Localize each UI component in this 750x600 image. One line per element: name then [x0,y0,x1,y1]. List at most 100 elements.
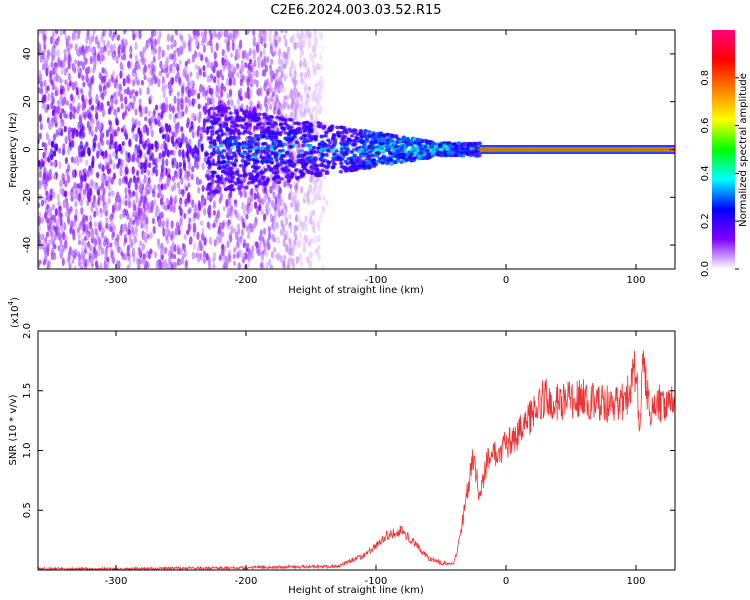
spectrogram-cell [229,161,235,166]
spectrogram-cell [201,197,205,207]
spectrogram-cell [263,83,267,92]
spectrogram-y-tick-label: 20 [22,95,33,108]
spectrogram-cell [158,30,162,39]
spectrogram-cell [237,142,242,146]
spectrogram-cell [213,60,217,69]
spectrogram-cell [219,125,224,129]
spectrogram-cell [54,62,59,70]
spectrogram-cell [226,240,230,248]
spectrogram-cell [148,118,152,125]
spectrogram-cell [166,134,171,143]
spectrogram-cell [92,30,96,36]
spectrogram-cell [67,126,72,135]
spectrogram-cell [268,136,274,141]
snr-y-ticks: 0.51.01.52.0 [22,323,675,518]
spectrogram-cell [172,149,176,157]
spectrogram-cell [217,104,222,109]
spectrogram-cell [265,88,270,97]
spectrogram-cell [191,165,195,173]
spectrogram-cell [221,74,225,81]
colorbar-gradient [712,30,735,269]
spectrogram-cell [393,144,399,149]
spectrogram-cell [42,57,46,64]
spectrogram-cell [163,183,167,190]
spectrogram-cell [137,246,141,253]
spectrogram-cell [256,56,261,63]
spectrogram-cell [111,204,116,214]
spectrogram-cell [46,221,51,231]
spectrogram-cell [288,145,293,149]
spectrogram-cell [193,161,197,169]
spectrogram-cell [184,96,188,104]
spectrogram-cell [106,260,110,267]
spectrogram-cell [318,215,323,224]
spectrogram-cell [72,113,76,120]
spectrogram-cell [88,105,92,114]
spectrogram-cell [78,260,82,266]
spectrogram-cell [260,146,265,150]
spectrogram-cell [236,223,241,231]
carrier-dot [653,148,660,151]
spectrogram-cell [217,225,221,235]
spectrogram-cell [47,260,51,269]
spectrogram-cell [109,123,113,131]
spectrogram-cell [312,162,317,166]
spectrogram-cell [125,255,129,262]
spectrogram-cell [153,251,158,259]
spectrogram-cell [132,33,136,41]
spectrogram-cell [51,94,55,104]
spectrogram-cell [259,126,265,130]
spectrogram-cell [131,219,136,226]
spectrogram-cell [79,116,83,124]
spectrogram-cell [79,60,83,67]
spectrogram-cell [263,213,267,221]
spectrogram-cell [251,245,255,253]
spectrogram-cell [127,197,131,205]
spectrogram-cell [120,93,124,103]
spectrogram-cell [116,126,121,132]
spectrogram-cell [85,233,90,241]
spectrogram-x-tick-label: 100 [626,275,645,286]
spectrogram-cell [266,56,270,64]
spectrogram-cell [91,118,95,125]
spectrogram-cell [230,175,236,180]
spectrogram-cell [293,90,297,99]
spectrogram-cell [264,180,269,184]
spectrogram-cell [38,87,41,94]
spectrogram-cell [236,136,241,140]
spectrogram-cell [80,145,84,152]
spectrogram-cell [180,35,184,43]
spectrogram-cell [226,207,230,214]
spectrogram-cell [224,177,230,182]
spectrogram-cell [87,66,91,75]
spectrogram-cell [307,143,313,148]
spectrogram-cell [269,147,275,152]
spectrogram-cell [58,147,62,154]
spectrogram-cell [197,138,201,148]
spectrogram-cell [179,45,183,54]
spectrogram-cell [57,56,61,65]
spectrogram-cell [49,161,54,167]
spectrogram-cell [212,262,216,269]
spectrogram-cell [209,189,214,194]
spectrogram-cell [425,148,430,153]
spectrogram-cell [41,97,45,104]
spectrogram-cell [440,153,445,157]
spectrogram-cell [240,228,245,237]
spectrogram-cell [324,169,329,174]
spectrogram-cell [161,133,166,140]
spectrogram-cell [267,97,271,105]
spectrogram-cell [367,144,372,149]
spectrogram-cell [250,223,254,229]
spectrogram-cell [194,64,198,70]
spectrogram-cell [217,95,222,102]
spectrogram-cell [143,153,147,160]
spectrogram-cell [356,163,362,168]
spectrogram-cell [293,230,297,237]
spectrogram-cell [306,131,312,136]
spectrogram-cell [55,113,59,121]
spectrogram-cell [305,156,310,160]
spectrogram-cell [253,201,258,209]
spectrogram-cell [324,153,329,157]
spectrogram-cell [294,202,299,212]
